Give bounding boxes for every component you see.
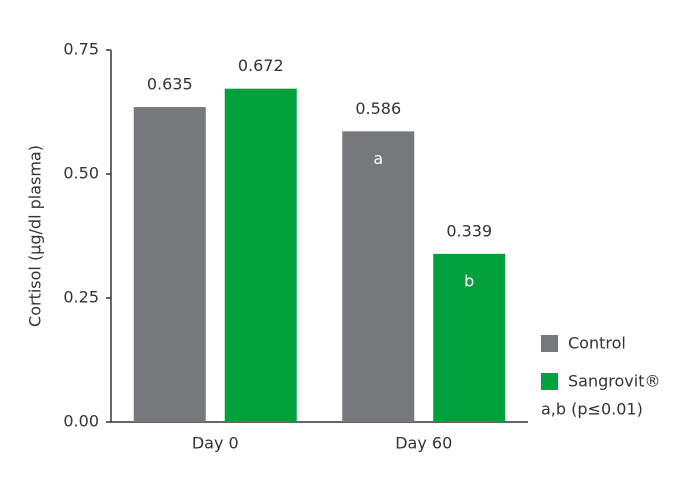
- bar: [433, 253, 506, 422]
- y-tick-label: 0.25: [63, 288, 99, 307]
- y-tick-label: 0.00: [63, 412, 99, 431]
- data-label: 0.586: [355, 99, 401, 118]
- data-label: 0.339: [446, 221, 492, 240]
- legend-label: Sangrovit®: [568, 372, 660, 391]
- y-axis-label: Cortisol (µg/dl plasma): [26, 145, 45, 327]
- x-tick-label: Day 60: [395, 434, 452, 453]
- data-label: 0.635: [147, 75, 193, 94]
- legend-swatch: [541, 335, 558, 352]
- bar-letter: b: [464, 271, 474, 290]
- y-tick-label: 0.50: [63, 164, 99, 183]
- bar-letter: a: [373, 149, 383, 168]
- y-tick-label: 0.75: [63, 40, 99, 59]
- x-tick-label: Day 0: [192, 434, 239, 453]
- legend-swatch: [541, 373, 558, 390]
- bar: [224, 88, 297, 423]
- legend-label: Control: [568, 334, 626, 353]
- data-label: 0.672: [238, 56, 284, 75]
- bar: [133, 107, 206, 422]
- note: a,b (p≤0.01): [541, 400, 643, 419]
- bar: [342, 131, 415, 422]
